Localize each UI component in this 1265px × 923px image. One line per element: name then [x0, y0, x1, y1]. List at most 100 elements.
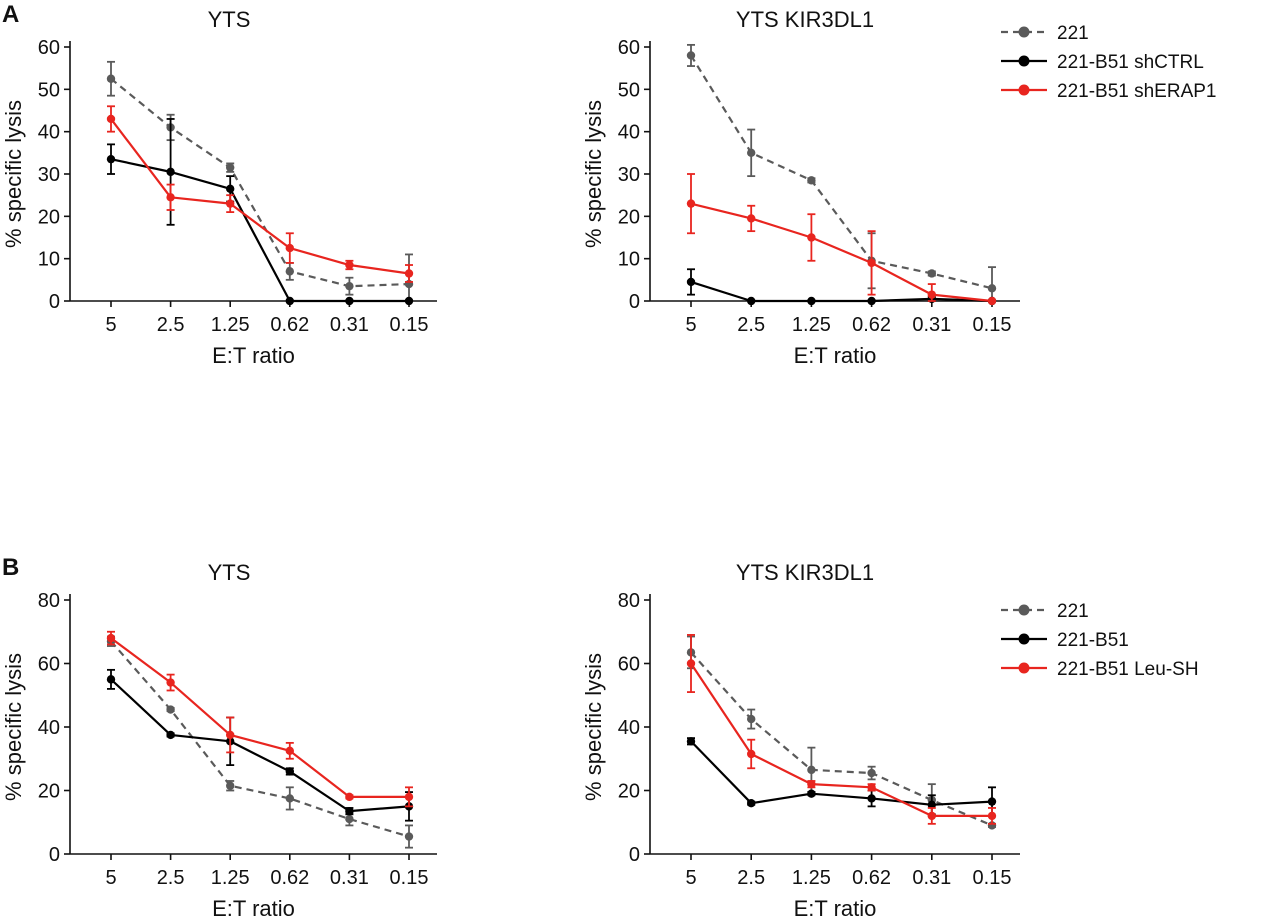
data-point — [345, 792, 354, 802]
data-point — [285, 746, 294, 756]
x-tick-label: 0.62 — [270, 314, 309, 336]
x-tick-label: 0.15 — [390, 867, 429, 889]
data-point — [106, 154, 116, 164]
data-point — [166, 705, 175, 714]
series-line — [110, 77, 410, 288]
y-tick-label: 0 — [49, 291, 60, 313]
series-221-b51 — [686, 737, 997, 817]
data-point — [285, 794, 294, 803]
x-tick-label: 0.31 — [330, 867, 369, 889]
data-point — [867, 783, 876, 792]
data-point — [404, 792, 414, 802]
x-axis-label: E:T ratio — [794, 896, 877, 921]
data-point — [226, 184, 235, 194]
y-tick-label: 40 — [38, 122, 60, 144]
x-tick-label: 5 — [685, 867, 696, 889]
y-tick-label: 20 — [618, 206, 640, 228]
y-tick-label: 80 — [38, 590, 60, 612]
series-line — [110, 640, 410, 838]
y-tick-label: 10 — [618, 249, 640, 271]
x-tick-label: 0.15 — [390, 314, 429, 336]
data-point — [747, 749, 756, 759]
legend-marker — [1018, 55, 1030, 67]
y-tick-label: 30 — [618, 164, 640, 186]
y-tick-label: 40 — [38, 717, 60, 739]
data-point — [807, 233, 816, 242]
data-point — [285, 767, 294, 776]
chart-a-kir3dl1: YTS KIR3DL1 0 10 20 30 40 50 60 5 2.5 1.25 0.62 0.31… — [581, 7, 1020, 368]
y-axis-label: % specific lysis — [1, 100, 26, 248]
x-tick-label: 0.62 — [852, 314, 891, 336]
legend-marker — [1018, 633, 1030, 645]
chart-b-kir3dl1: YTS KIR3DL1 0 20 40 60 80 5 2.5 1.25 0.62 0.31 0.15… — [581, 560, 1020, 921]
data-point — [927, 269, 936, 278]
panel-label-b: B — [2, 554, 19, 581]
legend-label: 221-B51 — [1057, 630, 1129, 651]
data-point — [686, 277, 696, 287]
x-tick-label: 1.25 — [211, 314, 250, 336]
y-tick-label: 0 — [49, 844, 60, 866]
x-tick-label: 5 — [105, 867, 116, 889]
data-point — [747, 714, 756, 724]
data-point — [747, 148, 756, 158]
series-221-b51-shctrl — [106, 118, 414, 306]
data-point — [106, 675, 116, 684]
legend-item: 221 — [1001, 23, 1089, 44]
x-tick-label: 0.15 — [973, 867, 1012, 889]
legend-label: 221-B51 shERAP1 — [1057, 81, 1217, 102]
y-tick-label: 60 — [38, 654, 60, 676]
y-axis-label: % specific lysis — [581, 653, 606, 801]
x-tick-label: 0.31 — [912, 314, 951, 336]
legend-label: 221-B51 Leu-SH — [1057, 659, 1199, 680]
y-tick-label: 0 — [629, 844, 640, 866]
series-221-b51-sherap1 — [106, 105, 414, 283]
y-tick-label: 40 — [618, 122, 640, 144]
data-point — [686, 51, 696, 60]
data-point — [226, 163, 235, 172]
data-point — [404, 832, 414, 841]
y-axis-label: % specific lysis — [1, 653, 26, 801]
y-tick-label: 20 — [38, 206, 60, 228]
legend-item: 221-B51 Leu-SH — [1001, 659, 1199, 680]
x-tick-label: 2.5 — [157, 314, 185, 336]
x-axis-label: E:T ratio — [794, 343, 877, 368]
y-axis-label: % specific lysis — [581, 100, 606, 248]
data-point — [987, 811, 997, 821]
series-line — [690, 662, 992, 818]
data-point — [807, 779, 816, 789]
legend-marker — [1018, 604, 1030, 616]
series-line — [690, 54, 993, 290]
chart-a-yts: YTS 0 10 20 30 40 50 60 5 2.5 1.25 0.62 0.31 0.15 E:T … — [1, 7, 437, 368]
data-point — [867, 258, 876, 268]
x-tick-label: 2.5 — [737, 867, 765, 889]
legend-marker — [1018, 662, 1030, 674]
legend-label: 221-B51 shCTRL — [1057, 52, 1204, 73]
data-point — [867, 296, 876, 306]
data-point — [867, 794, 876, 803]
x-axis-label: E:T ratio — [212, 343, 295, 368]
y-tick-label: 50 — [38, 79, 60, 101]
chart-title: YTS KIR3DL1 — [736, 560, 874, 585]
series-line — [110, 118, 410, 275]
series-line — [690, 740, 993, 806]
data-point — [404, 296, 414, 306]
x-tick-label: 0.62 — [852, 867, 891, 889]
legend-item: 221-B51 shERAP1 — [1001, 81, 1217, 102]
data-point — [166, 678, 175, 687]
x-tick-label: 0.31 — [330, 314, 369, 336]
data-point — [987, 296, 997, 306]
series-221-b51 — [106, 668, 414, 822]
series-line — [110, 158, 409, 303]
y-tick-label: 30 — [38, 164, 60, 186]
series-221 — [106, 60, 414, 302]
x-tick-label: 1.25 — [211, 867, 250, 889]
x-tick-label: 1.25 — [792, 314, 831, 336]
data-point — [226, 781, 235, 790]
data-point — [987, 797, 997, 806]
data-point — [285, 296, 294, 306]
data-point — [106, 74, 116, 83]
y-tick-label: 80 — [618, 590, 640, 612]
data-point — [285, 267, 294, 276]
legend-a: 221 221-B51 shCTRL 221-B51 shERAP1 — [1001, 23, 1217, 102]
x-tick-label: 0.15 — [973, 314, 1012, 336]
